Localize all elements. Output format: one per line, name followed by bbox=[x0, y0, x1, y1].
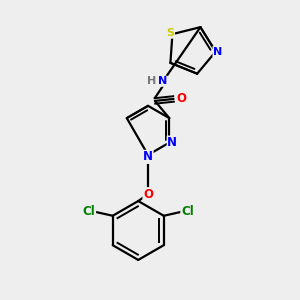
Text: H: H bbox=[147, 76, 157, 86]
Text: Cl: Cl bbox=[181, 205, 194, 218]
Text: N: N bbox=[213, 46, 222, 57]
Text: N: N bbox=[143, 150, 153, 164]
Text: Cl: Cl bbox=[83, 205, 95, 218]
Text: O: O bbox=[143, 188, 153, 201]
Text: S: S bbox=[167, 28, 175, 38]
Text: O: O bbox=[176, 92, 186, 106]
Text: N: N bbox=[167, 136, 177, 149]
Text: N: N bbox=[158, 76, 167, 86]
